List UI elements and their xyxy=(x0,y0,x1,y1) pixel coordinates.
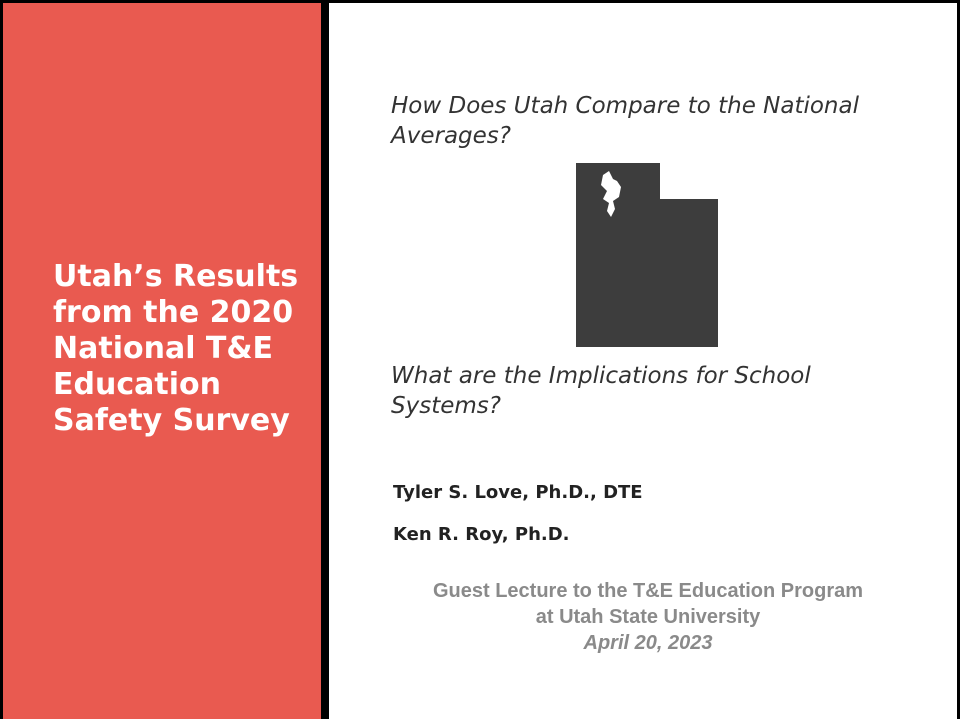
lecture-line: at Utah State University xyxy=(535,606,761,628)
lecture-line: Guest Lecture to the T&E Education Progr… xyxy=(432,580,864,602)
lecture-date: April 20, 2023 xyxy=(583,632,713,654)
author: Ken R. Roy, Ph.D. xyxy=(393,524,570,545)
author: Tyler S. Love, Ph.D., DTE xyxy=(393,482,643,503)
question: What are the Implications for School Sys… xyxy=(391,363,811,419)
utah-map xyxy=(576,163,718,347)
question: How Does Utah Compare to the National Av… xyxy=(391,93,859,149)
sidebar: Utah’s Results from the 2020 National T&… xyxy=(3,3,329,719)
lecture-info: Guest Lecture to the T&E Education Progr… xyxy=(333,578,957,656)
slide-title: Utah’s Results from the 2020 National T&… xyxy=(53,259,299,438)
